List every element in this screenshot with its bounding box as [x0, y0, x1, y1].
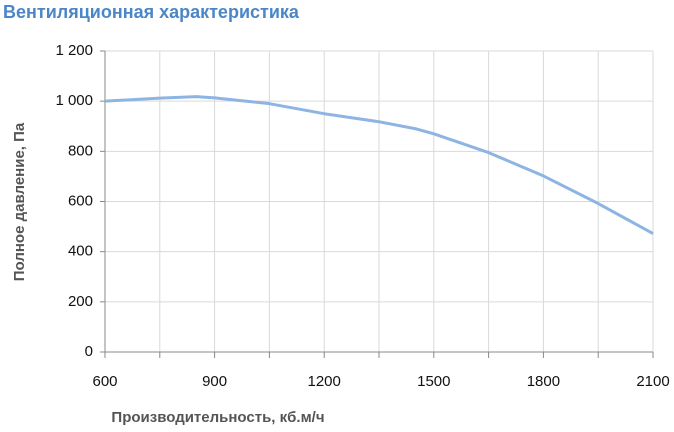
x-tick-label: 1800	[527, 373, 560, 390]
x-tick-label: 600	[92, 373, 117, 390]
x-axis-label: Производительность, кб.м/ч	[111, 409, 324, 426]
y-tick-label: 400	[68, 243, 93, 260]
chart-title: Вентиляционная характеристика	[3, 2, 300, 22]
y-tick-label: 800	[68, 142, 93, 159]
x-tick-label: 1200	[308, 373, 341, 390]
y-tick-label: 600	[68, 192, 93, 209]
y-axis-label: Полное давление, Па	[11, 122, 28, 281]
y-tick-label: 0	[85, 343, 93, 360]
y-tick-label: 200	[68, 293, 93, 310]
x-tick-label: 1500	[417, 373, 450, 390]
x-tick-label: 2100	[636, 373, 669, 390]
x-tick-label: 900	[202, 373, 227, 390]
y-tick-label: 1 200	[55, 42, 93, 59]
data-line	[104, 95, 654, 235]
y-tick-label: 1 000	[55, 92, 93, 109]
